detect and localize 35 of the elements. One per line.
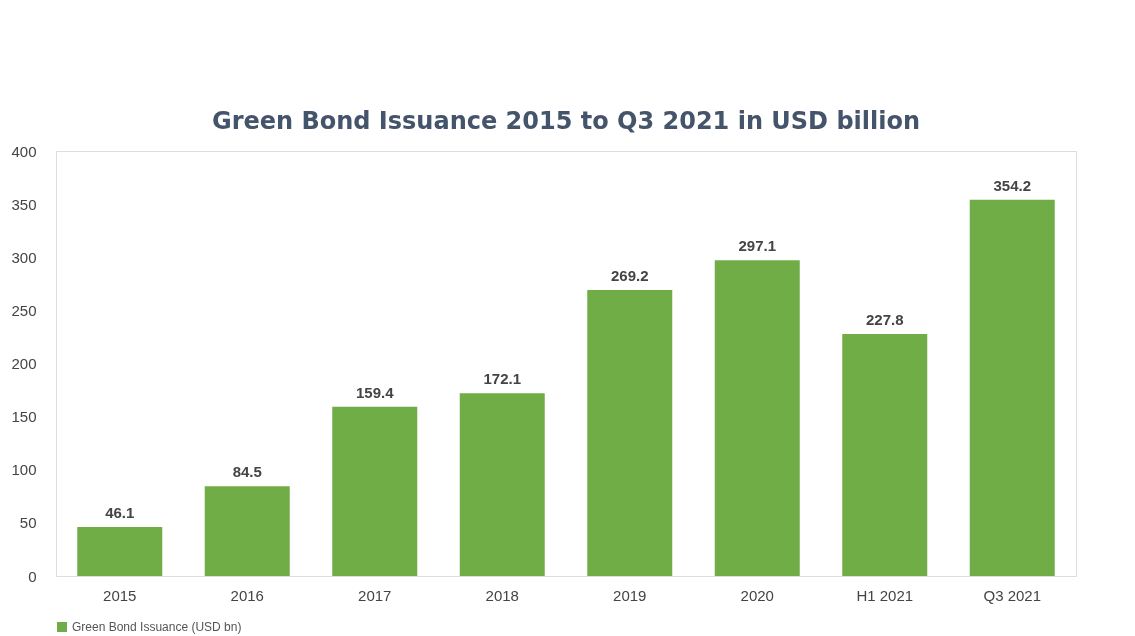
y-tick-label: 350 <box>11 195 37 213</box>
x-tick-label: 2017 <box>358 586 392 604</box>
y-tick-label: 100 <box>11 461 37 479</box>
bar <box>714 260 800 576</box>
bar <box>77 527 163 576</box>
data-label: 297.1 <box>738 237 777 255</box>
data-label: 172.1 <box>483 370 522 388</box>
y-tick-label: 400 <box>11 142 37 160</box>
bar <box>204 486 290 576</box>
y-tick-label: 300 <box>11 248 37 266</box>
data-label: 269.2 <box>610 266 649 284</box>
x-tick-label: H1 2021 <box>856 586 914 604</box>
data-label: 227.8 <box>865 310 904 328</box>
y-tick-label: 250 <box>11 301 37 319</box>
x-tick-label: 2018 <box>485 586 519 604</box>
bar <box>459 393 545 576</box>
data-label: 159.4 <box>355 383 395 401</box>
x-tick-label: 2019 <box>613 586 647 604</box>
bar <box>587 289 673 576</box>
y-tick-label: 150 <box>11 408 37 426</box>
data-label: 84.5 <box>232 463 262 481</box>
y-tick-label: 50 <box>19 514 37 532</box>
data-label: 354.2 <box>993 176 1032 194</box>
bar <box>969 199 1055 576</box>
x-tick-label: Q3 2021 <box>983 586 1042 604</box>
bar <box>842 333 928 576</box>
x-tick-label: 2015 <box>103 586 137 604</box>
y-tick-label: 0 <box>28 567 37 585</box>
y-tick-label: 200 <box>11 355 37 372</box>
chart-title: Green Bond Issuance 2015 to Q3 2021 in USD billion <box>211 107 921 135</box>
legend-label: Green Bond Issuance (USD bn) <box>72 620 242 634</box>
data-label: 46.1 <box>105 504 135 522</box>
bar <box>332 406 418 576</box>
x-tick-label: 2020 <box>740 586 774 604</box>
x-tick-label: 2016 <box>230 586 264 604</box>
